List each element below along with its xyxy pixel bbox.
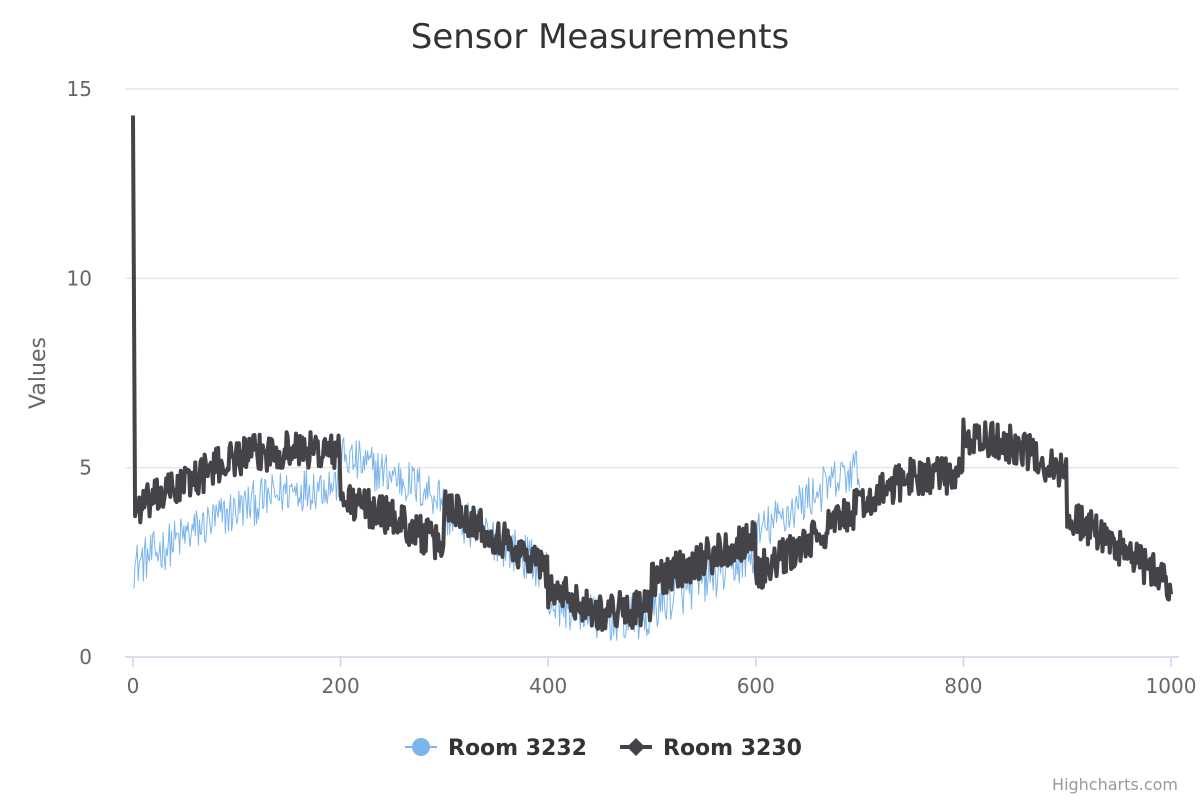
legend-item[interactable]: Room 3230 [620,736,802,761]
y-tick-label: 15 [67,77,92,101]
plot-area [131,115,1173,641]
x-axis: 0 200 400 600 800 1000 [125,656,1197,698]
y-axis-title: Values [26,337,51,409]
x-tick-label: 400 [529,674,567,698]
y-tick-label: 10 [67,266,92,290]
legend-item[interactable]: Room 3232 [405,736,587,761]
x-tick-label: 800 [944,674,982,698]
x-tick-label: 600 [737,674,775,698]
legend-marker [412,738,430,756]
gridlines [125,88,1179,469]
legend[interactable]: Room 3232 Room 3230 [405,736,802,761]
y-tick-label: 0 [79,645,92,669]
legend-label: Room 3232 [448,736,587,761]
credits-link[interactable]: Highcharts.com [1052,775,1178,794]
x-tick-label: 0 [127,674,140,698]
legend-marker [627,738,645,756]
chart-title: Sensor Measurements [411,17,789,57]
y-axis-ticks: 0 5 10 15 [67,77,92,669]
x-tick-label: 1000 [1146,674,1197,698]
legend-label: Room 3230 [663,736,802,761]
y-tick-label: 5 [79,456,92,480]
x-tick-label: 200 [322,674,360,698]
series-line-1[interactable] [131,115,1173,632]
